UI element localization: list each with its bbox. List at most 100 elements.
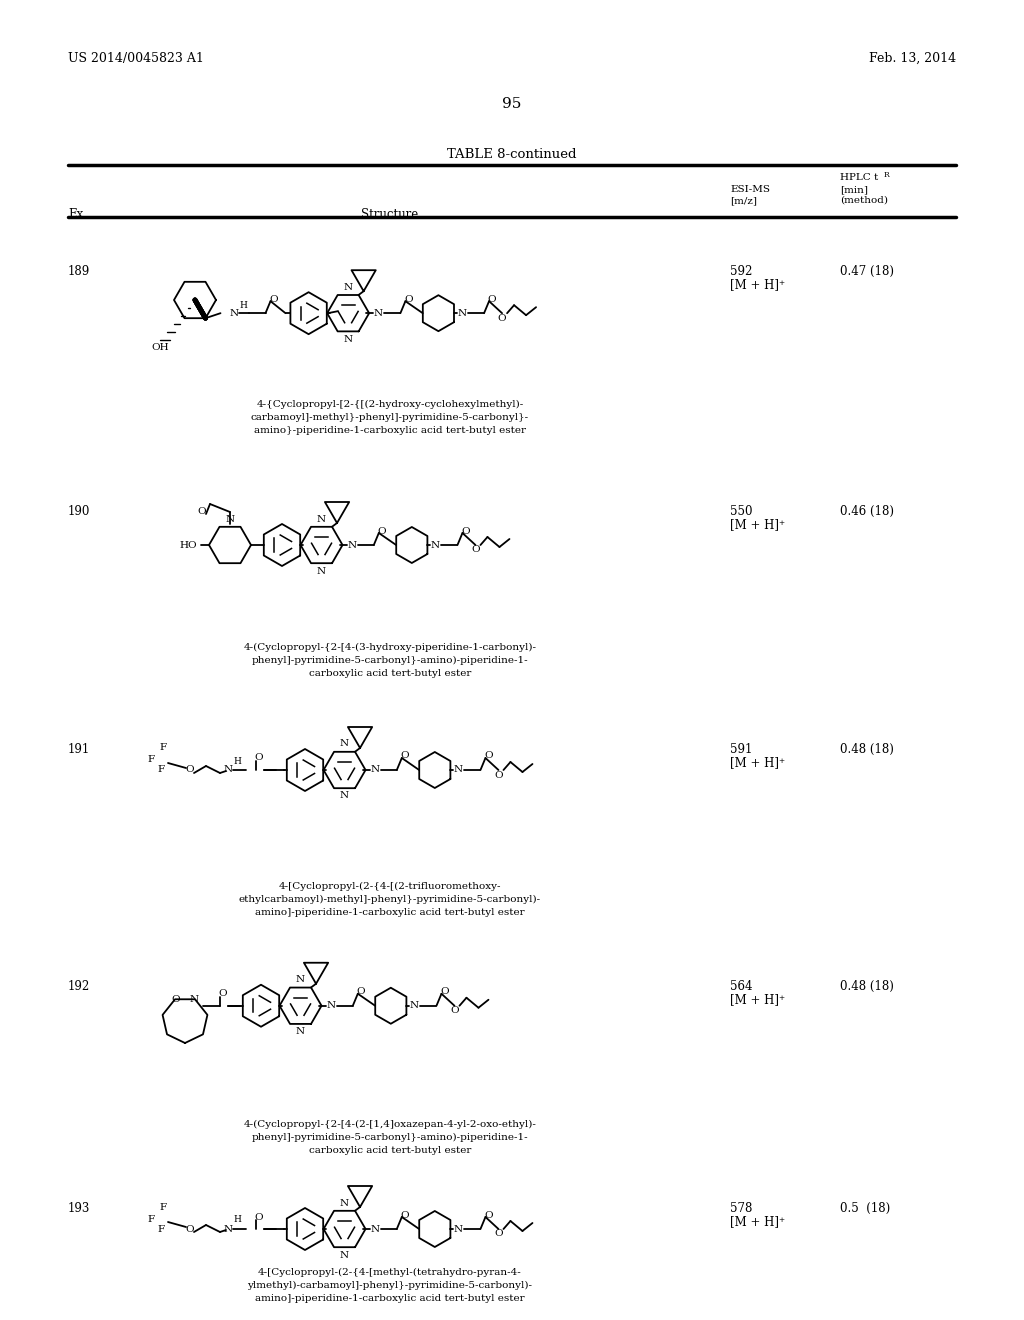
Text: N: N bbox=[223, 1225, 232, 1233]
Text: phenyl]-pyrimidine-5-carbonyl}-amino)-piperidine-1-: phenyl]-pyrimidine-5-carbonyl}-amino)-pi… bbox=[252, 656, 528, 665]
Text: [min]: [min] bbox=[840, 185, 868, 194]
Text: N: N bbox=[296, 1027, 305, 1036]
Text: [m/z]: [m/z] bbox=[730, 195, 757, 205]
Text: 0.48 (18): 0.48 (18) bbox=[840, 979, 894, 993]
Text: N: N bbox=[371, 766, 379, 775]
Text: ESI-MS: ESI-MS bbox=[730, 185, 770, 194]
Text: N: N bbox=[340, 739, 349, 748]
Text: (method): (method) bbox=[840, 195, 888, 205]
Text: N: N bbox=[374, 309, 383, 318]
Text: N: N bbox=[225, 515, 234, 524]
Text: O: O bbox=[440, 987, 449, 997]
Text: O: O bbox=[484, 1210, 493, 1220]
Text: F: F bbox=[160, 1203, 167, 1212]
Text: HPLC t: HPLC t bbox=[840, 173, 879, 182]
Text: amino}-piperidine-1-carboxylic acid tert-butyl ester: amino}-piperidine-1-carboxylic acid tert… bbox=[254, 426, 526, 436]
Text: 550: 550 bbox=[730, 506, 753, 517]
Text: ylmethyl)-carbamoyl]-phenyl}-pyrimidine-5-carbonyl)-: ylmethyl)-carbamoyl]-phenyl}-pyrimidine-… bbox=[248, 1280, 532, 1290]
Text: phenyl]-pyrimidine-5-carbonyl}-amino)-piperidine-1-: phenyl]-pyrimidine-5-carbonyl}-amino)-pi… bbox=[252, 1133, 528, 1142]
Text: Feb. 13, 2014: Feb. 13, 2014 bbox=[869, 51, 956, 65]
Text: ethylcarbamoyl)-methyl]-phenyl}-pyrimidine-5-carbonyl)-: ethylcarbamoyl)-methyl]-phenyl}-pyrimidi… bbox=[239, 895, 541, 904]
Text: O: O bbox=[378, 527, 386, 536]
Text: 4-(Cyclopropyl-{2-[4-(3-hydroxy-piperidine-1-carbonyl)-: 4-(Cyclopropyl-{2-[4-(3-hydroxy-piperidi… bbox=[244, 643, 537, 652]
Text: F: F bbox=[147, 1214, 155, 1224]
Text: 592: 592 bbox=[730, 265, 753, 279]
Text: O: O bbox=[471, 545, 480, 554]
Text: US 2014/0045823 A1: US 2014/0045823 A1 bbox=[68, 51, 204, 65]
Text: [M + H]⁺: [M + H]⁺ bbox=[730, 1214, 785, 1228]
Text: N: N bbox=[230, 309, 239, 318]
Text: N: N bbox=[327, 1002, 336, 1010]
Text: O: O bbox=[404, 294, 413, 304]
Text: 190: 190 bbox=[68, 506, 90, 517]
Text: N: N bbox=[317, 566, 326, 576]
Text: N: N bbox=[223, 766, 232, 775]
Text: Ex.: Ex. bbox=[68, 209, 87, 220]
Text: O: O bbox=[269, 294, 278, 304]
Text: 192: 192 bbox=[68, 979, 90, 993]
Text: [M + H]⁺: [M + H]⁺ bbox=[730, 993, 785, 1006]
Text: O: O bbox=[255, 754, 263, 763]
Text: O: O bbox=[198, 507, 206, 516]
Text: O: O bbox=[487, 294, 497, 304]
Text: O: O bbox=[171, 995, 180, 1003]
Text: N: N bbox=[454, 1225, 463, 1233]
Text: O: O bbox=[185, 1225, 195, 1233]
Text: F: F bbox=[158, 1225, 165, 1233]
Text: [M + H]⁺: [M + H]⁺ bbox=[730, 756, 785, 770]
Text: F: F bbox=[147, 755, 155, 764]
Text: N: N bbox=[347, 540, 356, 549]
Text: HO: HO bbox=[179, 540, 197, 549]
Text: O: O bbox=[498, 314, 507, 322]
Text: 591: 591 bbox=[730, 743, 753, 756]
Text: 4-[Cyclopropyl-(2-{4-[(2-trifluoromethoxy-: 4-[Cyclopropyl-(2-{4-[(2-trifluoromethox… bbox=[279, 882, 502, 891]
Text: 0.5  (18): 0.5 (18) bbox=[840, 1203, 890, 1214]
Text: H: H bbox=[233, 756, 241, 766]
Text: F: F bbox=[158, 766, 165, 775]
Text: O: O bbox=[356, 987, 366, 997]
Text: H: H bbox=[240, 301, 248, 310]
Text: [M + H]⁺: [M + H]⁺ bbox=[730, 279, 785, 290]
Text: 564: 564 bbox=[730, 979, 753, 993]
Text: O: O bbox=[495, 771, 503, 780]
Text: Structure: Structure bbox=[361, 209, 419, 220]
Text: N: N bbox=[344, 282, 352, 292]
Text: O: O bbox=[255, 1213, 263, 1221]
Text: O: O bbox=[400, 751, 410, 760]
Text: carbamoyl]-methyl}-phenyl]-pyrimidine-5-carbonyl}-: carbamoyl]-methyl}-phenyl]-pyrimidine-5-… bbox=[251, 413, 529, 422]
Text: 4-(Cyclopropyl-{2-[4-(2-[1,4]oxazepan-4-yl-2-oxo-ethyl)-: 4-(Cyclopropyl-{2-[4-(2-[1,4]oxazepan-4-… bbox=[244, 1119, 537, 1129]
Text: 578: 578 bbox=[730, 1203, 753, 1214]
Text: O: O bbox=[219, 989, 227, 998]
Text: 191: 191 bbox=[68, 743, 90, 756]
Text: N: N bbox=[189, 995, 199, 1003]
Text: N: N bbox=[454, 766, 463, 775]
Text: carboxylic acid tert-butyl ester: carboxylic acid tert-butyl ester bbox=[309, 669, 471, 678]
Text: N: N bbox=[431, 540, 440, 549]
Text: O: O bbox=[484, 751, 493, 760]
Text: N: N bbox=[458, 309, 467, 318]
Text: O: O bbox=[461, 527, 470, 536]
Text: R: R bbox=[884, 172, 890, 180]
Text: amino]-piperidine-1-carboxylic acid tert-butyl ester: amino]-piperidine-1-carboxylic acid tert… bbox=[255, 1294, 525, 1303]
Text: O: O bbox=[185, 766, 195, 775]
Text: 0.48 (18): 0.48 (18) bbox=[840, 743, 894, 756]
Text: N: N bbox=[410, 1002, 419, 1010]
Text: 189: 189 bbox=[68, 265, 90, 279]
Text: H: H bbox=[233, 1216, 241, 1225]
Text: 0.46 (18): 0.46 (18) bbox=[840, 506, 894, 517]
Text: [M + H]⁺: [M + H]⁺ bbox=[730, 517, 785, 531]
Text: O: O bbox=[400, 1210, 410, 1220]
Text: 4-{Cyclopropyl-[2-{[(2-hydroxy-cyclohexylmethyl)-: 4-{Cyclopropyl-[2-{[(2-hydroxy-cyclohexy… bbox=[256, 400, 523, 409]
Text: O: O bbox=[451, 1006, 459, 1015]
Text: N: N bbox=[317, 515, 326, 524]
Text: TABLE 8-continued: TABLE 8-continued bbox=[447, 148, 577, 161]
Text: 0.47 (18): 0.47 (18) bbox=[840, 265, 894, 279]
Text: 95: 95 bbox=[503, 96, 521, 111]
Text: OH: OH bbox=[152, 343, 169, 352]
Text: amino]-piperidine-1-carboxylic acid tert-butyl ester: amino]-piperidine-1-carboxylic acid tert… bbox=[255, 908, 525, 917]
Text: N: N bbox=[340, 792, 349, 800]
Text: F: F bbox=[160, 743, 167, 752]
Text: N: N bbox=[296, 975, 305, 985]
Text: carboxylic acid tert-butyl ester: carboxylic acid tert-butyl ester bbox=[309, 1146, 471, 1155]
Text: N: N bbox=[340, 1199, 349, 1208]
